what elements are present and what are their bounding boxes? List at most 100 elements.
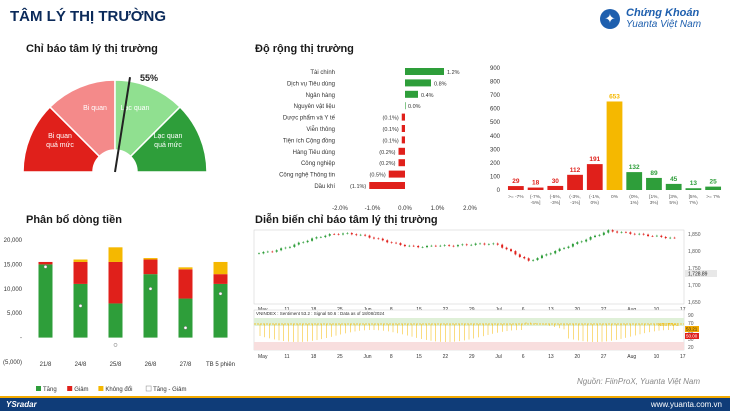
breadth-value-label: 25	[710, 179, 718, 186]
sector-bar	[401, 125, 405, 132]
candle-body	[576, 242, 579, 244]
price-y-tick: 1,650	[688, 300, 701, 306]
candle-body	[598, 234, 601, 236]
candle-body	[399, 243, 402, 245]
band-label: NEUTRAL	[658, 322, 680, 327]
flow-category-label: 26/8	[145, 362, 157, 368]
candle-body	[319, 237, 322, 238]
sector-value-label: (0.1%)	[383, 127, 399, 133]
indicator-x-tick: May	[258, 354, 268, 360]
flow-net-marker	[218, 291, 223, 296]
candle-body	[337, 234, 340, 235]
breadth-value-label: 89	[650, 170, 658, 177]
flow-net-marker	[148, 287, 153, 291]
flow-y-tick: 20,000	[4, 238, 23, 244]
sector-label: Nguyên vật liệu	[294, 104, 335, 110]
sector-x-tick: -1.0%	[365, 206, 381, 212]
indicator-x-tick: 20	[575, 354, 581, 360]
candle-body	[607, 230, 610, 233]
candle-body	[417, 246, 420, 248]
gauge-needle	[114, 77, 132, 173]
candle-body	[258, 253, 260, 254]
sector-x-tick: 2.0%	[463, 206, 477, 212]
sector-label: Dược phẩm và Y tế	[283, 115, 336, 122]
page-title: TÂM LÝ THỊ TRƯỜNG	[10, 8, 167, 25]
sector-bar	[405, 68, 444, 75]
flow-bar-segment	[213, 274, 228, 284]
candle-body	[262, 251, 265, 254]
sector-bar	[388, 170, 405, 178]
sector-label: Hàng Tiêu dùng	[293, 150, 335, 156]
indicator-x-tick: 13	[548, 354, 554, 360]
flow-bar-segment	[143, 274, 158, 338]
indicator-x-tick: 17	[680, 354, 686, 360]
flow-legend-swatch	[145, 385, 152, 392]
breadth-bar	[547, 185, 564, 190]
candle-body	[540, 255, 543, 259]
breadth-bar	[685, 188, 702, 190]
flow-legend-swatch	[67, 386, 73, 391]
footer-accent-line	[0, 396, 730, 398]
flow-bar-segment	[108, 261, 123, 304]
candle-body	[505, 247, 508, 250]
sector-value-label: (0.2%)	[379, 161, 395, 167]
breadth-category-label: >= -7%	[508, 194, 524, 200]
candle-body	[585, 239, 588, 242]
candle-body	[594, 235, 596, 237]
candle-body	[501, 244, 504, 248]
candle-body	[571, 243, 574, 247]
flow-bar-segment	[213, 261, 228, 275]
candle-body	[518, 254, 521, 257]
indicator-x-tick: 11	[284, 354, 289, 360]
gauge-segment-label: Bi quan quá mức	[46, 133, 74, 149]
flow-net-marker	[183, 326, 188, 330]
candle-body	[359, 234, 362, 236]
gauge-segment	[48, 79, 116, 158]
candle-body	[288, 246, 291, 248]
candle-body	[611, 230, 614, 232]
candle-body	[624, 232, 627, 233]
breadth-category-label: (-3%, -1%]	[569, 194, 580, 206]
flow-y-tick: 5,000	[7, 311, 23, 317]
candle-body	[514, 251, 517, 255]
indicator-x-tick: 22	[443, 354, 449, 360]
gauge-segment	[114, 79, 182, 158]
flow-y-tick: (5,000)	[3, 360, 22, 366]
indicator-x-tick: 25	[337, 354, 343, 360]
sector-value-label: (1.1%)	[350, 184, 366, 190]
candle-body	[306, 240, 309, 243]
flow-bar-segment	[213, 283, 228, 338]
sector-x-tick: -2.0%	[332, 206, 348, 212]
breadth-bar	[507, 186, 524, 190]
candle-body	[616, 231, 619, 233]
price-y-tick: 1,800	[688, 249, 701, 255]
candle-body	[669, 237, 672, 239]
breadth-y-tick: 800	[490, 80, 501, 86]
candle-body	[266, 251, 269, 253]
breadth-category-label: [3%, 5%)	[669, 194, 679, 206]
flow-bar-segment	[73, 261, 88, 284]
candle-body	[532, 260, 535, 261]
last-price-label: 1,728.89	[688, 272, 708, 278]
candle-body	[479, 243, 482, 245]
candle-body	[655, 235, 658, 237]
flow-legend-swatch	[36, 386, 41, 391]
candle-body	[602, 232, 605, 235]
breadth-category-label: [1%, 3%)	[649, 194, 659, 206]
candle-body	[315, 237, 318, 239]
breadth-category-label: >= 7%	[706, 194, 721, 200]
candle-body	[545, 254, 548, 256]
breadth-bar	[665, 183, 682, 190]
breadth-category-label: (0%, 1%)	[629, 194, 639, 206]
band-value-label: 53.21	[686, 327, 698, 332]
candle-body	[408, 245, 411, 247]
price-panel	[253, 229, 685, 305]
breadth-y-tick: 100	[490, 174, 501, 180]
candle-body	[523, 256, 526, 259]
candle-body	[386, 240, 389, 243]
candle-body	[567, 246, 570, 248]
sentiment-y-tick: 70	[688, 321, 694, 327]
indicator-x-tick: 10	[654, 354, 660, 360]
breadth-category-label: (-1%, 0%)	[589, 194, 600, 206]
flow-category-label: TB 5 phiên	[206, 362, 235, 368]
